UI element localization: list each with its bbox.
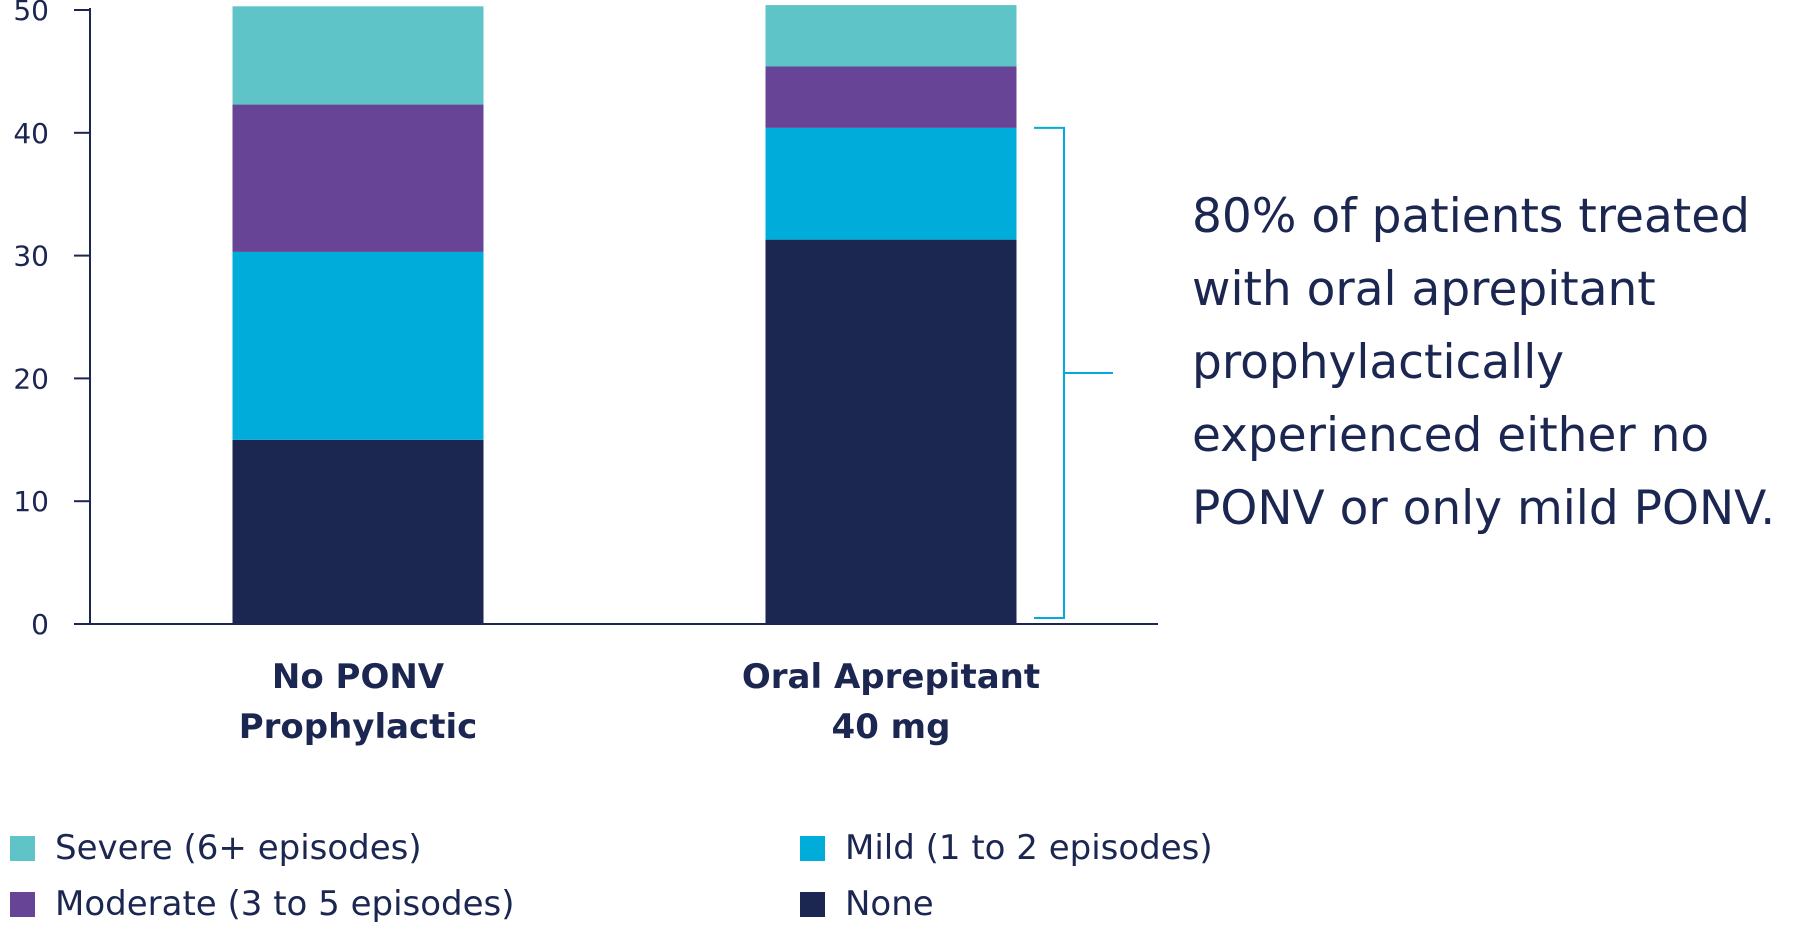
y-tick-label-30: 30 [13, 240, 49, 273]
y-tick-label-50: 50 [13, 0, 49, 27]
y-tick-label-20: 20 [13, 362, 49, 395]
y-tick-label-10: 10 [13, 485, 49, 518]
category-label-oral-aprepitant-line-2: 40 mg [832, 707, 951, 747]
bar-oral-aprepitant-moderate-3-to-5-episodes [765, 66, 1017, 128]
legend-label-severe: Severe (6+ episodes) [55, 828, 422, 868]
legend-swatch-mild [800, 835, 825, 861]
legend: Severe (6+ episodes) Mild (1 to 2 episod… [10, 828, 1310, 932]
category-labels-group: No PONV Prophylactic Oral Aprepitant 40 mg [239, 657, 1040, 747]
category-label-no-ponv-line-2: Prophylactic [239, 707, 478, 747]
legend-item-severe: Severe (6+ episodes) [10, 828, 422, 868]
legend-item-mild: Mild (1 to 2 episodes) [800, 828, 1213, 868]
annotation-line-1: 80% of patients treated [1192, 189, 1750, 244]
bar-no-ponv-moderate-3-to-5-episodes [232, 104, 484, 252]
bracket-group [1034, 126, 1113, 619]
legend-swatch-severe [10, 835, 35, 861]
bars-group [232, 5, 1017, 625]
legend-swatch-moderate [10, 891, 35, 917]
category-label-oral-aprepitant-line-1: Oral Aprepitant [742, 657, 1040, 697]
annotation-text: 80% of patients treated with oral aprepi… [1192, 180, 1802, 545]
legend-label-none: None [845, 884, 934, 924]
bar-oral-aprepitant-mild-1-to-2-episodes [765, 127, 1017, 240]
category-label-no-ponv-line-1: No PONV [272, 657, 445, 697]
bar-no-ponv-severe-6-episodes [232, 6, 484, 105]
annotation-line-3: prophylactically [1192, 335, 1565, 390]
y-tick-label-0: 0 [31, 608, 49, 641]
legend-swatch-none [800, 891, 825, 917]
legend-label-moderate: Moderate (3 to 5 episodes) [55, 884, 515, 924]
bar-oral-aprepitant-severe-6-episodes [765, 5, 1017, 67]
bracket-line [1034, 126, 1065, 619]
annotation-line-2: with oral aprepitant [1192, 262, 1656, 317]
bar-no-ponv-mild-1-to-2-episodes [232, 251, 484, 440]
legend-item-none: None [800, 884, 934, 924]
annotation-line-4: experienced either no [1192, 408, 1710, 463]
bar-no-ponv-none [232, 439, 484, 624]
y-ticks-group: 0 10 20 30 40 50 [13, 0, 90, 641]
legend-item-moderate: Moderate (3 to 5 episodes) [10, 884, 515, 924]
legend-label-mild: Mild (1 to 2 episodes) [845, 828, 1213, 868]
bar-oral-aprepitant-none [765, 239, 1017, 625]
annotation-line-5: PONV or only mild PONV. [1192, 481, 1776, 536]
y-tick-label-40: 40 [13, 117, 49, 150]
